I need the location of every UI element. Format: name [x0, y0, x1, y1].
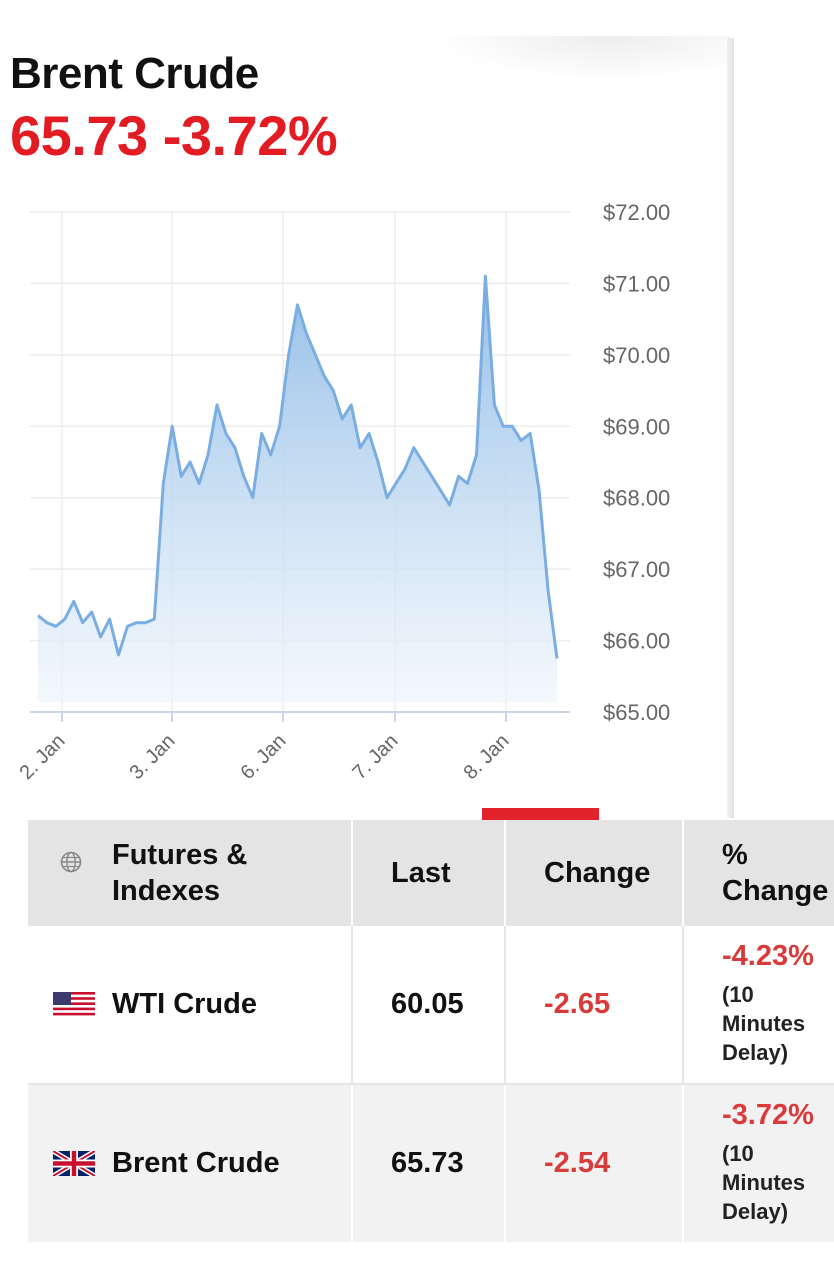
header-name-label: Futures & Indexes — [112, 839, 248, 907]
y-tick-label: $69.00 — [603, 414, 670, 439]
x-tick-label: 7. Jan — [348, 730, 402, 784]
quote-line: 65.73 -3.72% — [10, 104, 338, 168]
header-change[interactable]: Change — [505, 820, 684, 926]
y-tick-label: $71.00 — [603, 271, 670, 296]
header-futures-indexes[interactable]: Futures & Indexes — [28, 820, 353, 926]
futures-table: Futures & Indexes Last Change % Change — [28, 820, 834, 1242]
y-tick-label: $68.00 — [603, 486, 670, 511]
chart-right-border — [727, 38, 734, 818]
y-tick-label: $72.00 — [603, 200, 670, 225]
globe-icon — [60, 851, 82, 873]
x-tick-label: 2. Jan — [15, 730, 69, 784]
table-header-row: Futures & Indexes Last Change % Change — [28, 820, 834, 926]
pct-change-value: -3.72% — [722, 1099, 814, 1131]
price-chart[interactable]: $72.00 $71.00 $70.00 $69.00 $68.00 $67.00 $66.… — [0, 190, 700, 800]
y-tick-label: $66.00 — [603, 629, 670, 654]
pct-change-cell: -3.72% (10 Minutes Delay) — [683, 1084, 834, 1242]
table-row[interactable]: Brent Crude 65.73 -2.54 -3.72% (10 Minut… — [28, 1084, 834, 1242]
uk-flag-icon — [53, 1151, 95, 1176]
page-title: Brent Crude — [10, 49, 259, 98]
header-last[interactable]: Last — [352, 820, 506, 926]
active-tab-indicator — [482, 808, 599, 820]
top-shadow — [430, 36, 730, 80]
price-line — [37, 274, 559, 659]
instrument-name-cell[interactable]: Brent Crude — [28, 1084, 353, 1242]
instrument-name-cell[interactable]: WTI Crude — [28, 926, 353, 1085]
y-tick-label: $65.00 — [603, 700, 670, 725]
pct-change-value: -4.23% — [722, 940, 814, 972]
pct-change-cell: -4.23% (10 Minutes Delay) — [683, 926, 834, 1085]
last-price: 60.05 — [352, 926, 506, 1085]
delay-note: (10 Minutes Delay) — [722, 1141, 806, 1224]
change-percent: -3.72% — [162, 104, 338, 167]
table-row[interactable]: WTI Crude 60.05 -2.65 -4.23% (10 Minutes… — [28, 926, 834, 1085]
instrument-name: WTI Crude — [112, 988, 257, 1020]
header-pct-change[interactable]: % Change — [683, 820, 834, 926]
price-area — [38, 276, 557, 702]
instrument-name: Brent Crude — [112, 1147, 280, 1179]
last-price: 65.73 — [352, 1084, 506, 1242]
delay-note: (10 Minutes Delay) — [722, 982, 806, 1065]
y-tick-label: $67.00 — [603, 557, 670, 582]
y-axis-labels: $72.00 $71.00 $70.00 $69.00 $68.00 $67.00 $66.… — [603, 200, 670, 725]
x-tick-label: 3. Jan — [125, 730, 179, 784]
header-pct-label: % Change — [722, 839, 829, 907]
price-value: 65.73 — [10, 104, 148, 167]
change-value: -2.54 — [505, 1084, 684, 1242]
us-flag-icon — [53, 992, 95, 1017]
x-tick-label: 6. Jan — [236, 730, 290, 784]
y-tick-label: $70.00 — [603, 343, 670, 368]
x-tick-label: 8. Jan — [459, 730, 513, 784]
change-value: -2.65 — [505, 926, 684, 1085]
x-axis-labels: 2. Jan 3. Jan 6. Jan 7. Jan 8. Jan — [15, 712, 514, 784]
